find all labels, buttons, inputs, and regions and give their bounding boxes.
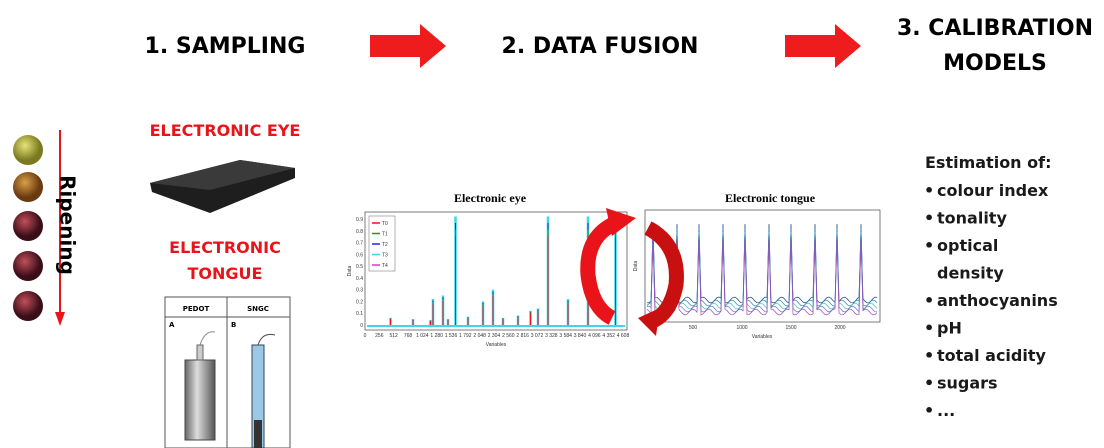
- x-tick-label: 1000: [736, 325, 747, 331]
- bullet: •: [924, 346, 934, 365]
- y-tick-label: 0.8: [356, 229, 363, 235]
- bullet: •: [924, 401, 934, 420]
- grape: [13, 211, 43, 241]
- ripening-label: Ripening: [56, 175, 80, 275]
- plot-title: Electronic eye: [454, 191, 527, 205]
- x-tick-label: 1500: [785, 325, 796, 331]
- legend-label: T4: [382, 263, 388, 269]
- x-tick-label: 2 304: [488, 333, 501, 339]
- x-tick-label: 1 792: [459, 333, 472, 339]
- y-tick-label: 0.4: [356, 276, 363, 282]
- ripening-arrow-head: [55, 312, 65, 326]
- y-tick-label: 0.9: [356, 217, 363, 223]
- bullet: •: [924, 374, 934, 393]
- axis-label: Variables: [752, 334, 773, 340]
- x-tick-label: 2000: [834, 325, 845, 331]
- step-title: 3. CALIBRATION: [897, 16, 1093, 41]
- estimation-item: ...: [937, 401, 955, 420]
- x-tick-label: 2 048: [473, 333, 486, 339]
- legend-label: T1: [382, 232, 388, 238]
- panel-label: B: [231, 321, 236, 329]
- x-tick-label: 1 024: [416, 333, 429, 339]
- step-title: 2. DATA FUSION: [502, 34, 699, 59]
- bullet: •: [924, 319, 934, 338]
- axis-label: Variables: [486, 342, 507, 348]
- y-tick-label: 0.2: [356, 299, 363, 305]
- estimation-item: anthocyanins: [937, 291, 1058, 310]
- bullet: •: [924, 236, 934, 255]
- x-tick-label: 1 280: [430, 333, 443, 339]
- electrode-header: PEDOT: [183, 305, 210, 313]
- x-tick-label: 3 840: [574, 333, 587, 339]
- x-tick-label: 2 560: [502, 333, 515, 339]
- bullet: •: [924, 291, 934, 310]
- diagram: 1. SAMPLING 2. DATA FUSION 3. CALIBRATIO…: [0, 0, 1104, 448]
- x-tick-label: 512: [389, 333, 398, 339]
- panel-label: A: [169, 321, 175, 329]
- estimation-item: tonality: [937, 209, 1007, 228]
- x-tick-label: 768: [404, 333, 413, 339]
- y-tick-label: 0.5: [356, 264, 363, 270]
- grape: [13, 251, 43, 281]
- grape: [13, 172, 43, 202]
- estimation-item: pH: [937, 319, 962, 338]
- sensor-label: TONGUE: [188, 264, 263, 283]
- y-tick-label: 0.3: [356, 288, 363, 294]
- sensor-label: ELECTRONIC: [169, 238, 281, 257]
- legend-label: T2: [382, 242, 388, 248]
- x-tick-label: 3 072: [531, 333, 544, 339]
- estimation-item: total acidity: [937, 346, 1046, 365]
- electrode: [185, 360, 215, 440]
- electrode-header: SNGC: [247, 305, 269, 313]
- electrode-tip: [254, 420, 262, 448]
- step-title: MODELS: [943, 51, 1047, 76]
- y-tick-label: 0: [360, 323, 363, 329]
- arrow: [785, 24, 861, 68]
- x-tick-label: 500: [689, 325, 698, 331]
- bullet: •: [924, 181, 934, 200]
- x-tick-label: 2 816: [516, 333, 529, 339]
- bullet: •: [924, 209, 934, 228]
- sensor-label: ELECTRONIC EYE: [150, 121, 301, 140]
- y-tick-label: 0.1: [356, 311, 363, 317]
- x-tick-label: 1 536: [445, 333, 458, 339]
- y-tick-label: 0.7: [356, 241, 363, 247]
- legend-label: T3: [382, 253, 388, 259]
- x-tick-label: 3 584: [559, 333, 572, 339]
- estimation-heading: Estimation of:: [925, 153, 1052, 172]
- axis-label: Data: [633, 261, 639, 272]
- grape: [13, 291, 43, 321]
- arrow: [370, 24, 446, 68]
- grape: [13, 135, 43, 165]
- x-tick-label: 4 352: [602, 333, 615, 339]
- x-tick-label: 0: [364, 333, 367, 339]
- connector: [197, 345, 203, 360]
- step-title: 1. SAMPLING: [145, 34, 306, 59]
- plot-title: Electronic tongue: [725, 191, 816, 205]
- x-tick-label: 4 608: [617, 333, 630, 339]
- legend-label: T0: [382, 221, 388, 227]
- y-tick-label: 0.6: [356, 252, 363, 258]
- axis-label: Data: [347, 266, 353, 277]
- x-tick-label: 3 328: [545, 333, 558, 339]
- x-tick-label: 4 096: [588, 333, 601, 339]
- estimation-item: sugars: [937, 374, 998, 393]
- estimation-item: colour index: [937, 181, 1049, 200]
- x-tick-label: 256: [375, 333, 384, 339]
